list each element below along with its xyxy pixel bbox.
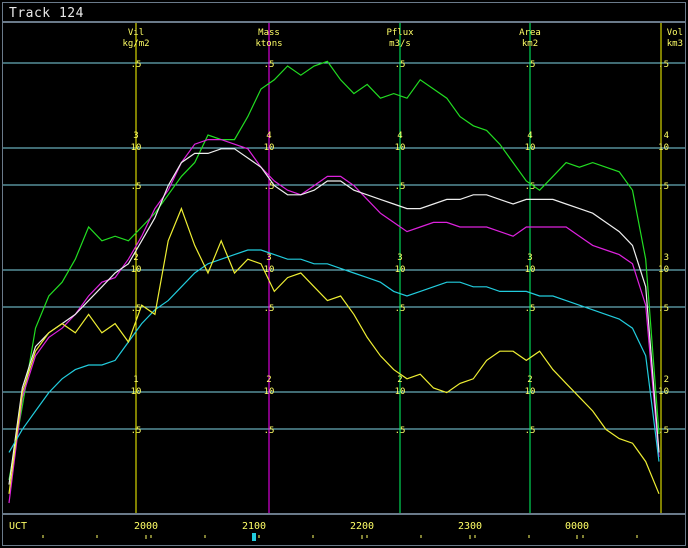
tick-label: 10 [658, 387, 669, 397]
series-line-yellow [8, 206, 660, 495]
axis-name-mass: Mass [258, 28, 280, 38]
tick-label: .5 [658, 426, 669, 436]
time-tick-label: 2000 [134, 521, 158, 532]
time-tick-label: 2200 [350, 521, 374, 532]
tick-label: 1 [133, 375, 138, 385]
plot-area: Vil kg/m2 Mass ktons Pflux m3/s Area km2 Vol km3.… [2, 22, 686, 514]
axis-unit-area: km2 [522, 39, 538, 49]
tick-label: .5 [395, 182, 406, 192]
time-tick-label: 2300 [458, 521, 482, 532]
tick-label: .5 [525, 426, 536, 436]
tick-label: 3 [664, 253, 669, 263]
tick-label: 3 [527, 253, 532, 263]
tick-label: .5 [264, 182, 275, 192]
tick-label: .5 [131, 426, 142, 436]
tick-label: 10 [658, 265, 669, 275]
tick-label: 2 [133, 253, 138, 263]
tick-label: 4 [397, 131, 402, 141]
tick-label: 2 [664, 375, 669, 385]
tick-label: .5 [525, 304, 536, 314]
tick-label: 10 [395, 387, 406, 397]
axis-name-vil: Vil [128, 28, 144, 38]
tick-label: 10 [525, 143, 536, 153]
tick-label: .5 [131, 182, 142, 192]
axis-name-area: Area [519, 28, 541, 38]
axis-unit-vil: kg/m2 [122, 39, 149, 49]
time-axis-label: UCT [9, 521, 27, 532]
tick-label: .5 [525, 182, 536, 192]
tick-label: 10 [395, 143, 406, 153]
tick-label: 10 [131, 387, 142, 397]
tick-label: .5 [131, 304, 142, 314]
tick-label: .5 [395, 304, 406, 314]
tick-label: .5 [264, 304, 275, 314]
tick-label: .5 [264, 60, 275, 70]
tick-label: .5 [658, 182, 669, 192]
axis-unit-vol: km3 [667, 39, 683, 49]
series-line-cyan [8, 249, 660, 462]
tick-label: 10 [264, 387, 275, 397]
tick-label: 3 [266, 253, 271, 263]
axis-unit-mass: ktons [255, 39, 282, 49]
tick-label: 2 [397, 375, 402, 385]
time-axis-bar: UCT 2000 2100 2200 2300 0000 [2, 514, 686, 546]
tick-label: 2 [527, 375, 532, 385]
axis-name-pflux: Pflux [386, 28, 414, 38]
series-line-white [8, 148, 660, 485]
tick-label: 10 [525, 265, 536, 275]
tick-label: 10 [131, 265, 142, 275]
title-bar: Track 124 [2, 2, 686, 22]
tick-label: 10 [264, 143, 275, 153]
tick-label: 4 [266, 131, 271, 141]
time-cursor-marker [252, 533, 256, 541]
tick-label: 10 [395, 265, 406, 275]
time-axis-svg: UCT 2000 2100 2200 2300 0000 [9, 521, 638, 541]
tick-label: .5 [658, 304, 669, 314]
tick-label: 10 [525, 387, 536, 397]
series-line-magenta [8, 138, 660, 504]
tick-label: 10 [658, 143, 669, 153]
tick-label: .5 [525, 60, 536, 70]
tick-label: .5 [264, 426, 275, 436]
tick-label: 3 [397, 253, 402, 263]
axis-name-vol: Vol [667, 28, 683, 38]
tick-label: .5 [658, 60, 669, 70]
tick-label: 10 [131, 143, 142, 153]
tick-label: .5 [131, 60, 142, 70]
tick-label: .5 [395, 60, 406, 70]
time-tick-label: 0000 [565, 521, 589, 532]
tick-label: 10 [264, 265, 275, 275]
axis-unit-pflux: m3/s [389, 39, 411, 49]
window-title: Track 124 [9, 6, 84, 21]
tick-label: .5 [395, 426, 406, 436]
tick-label: 2 [266, 375, 271, 385]
tick-label: 4 [664, 131, 669, 141]
tick-label: 4 [527, 131, 532, 141]
series-line-green [8, 60, 660, 481]
tick-label: 3 [133, 131, 138, 141]
time-tick-label: 2100 [242, 521, 266, 532]
